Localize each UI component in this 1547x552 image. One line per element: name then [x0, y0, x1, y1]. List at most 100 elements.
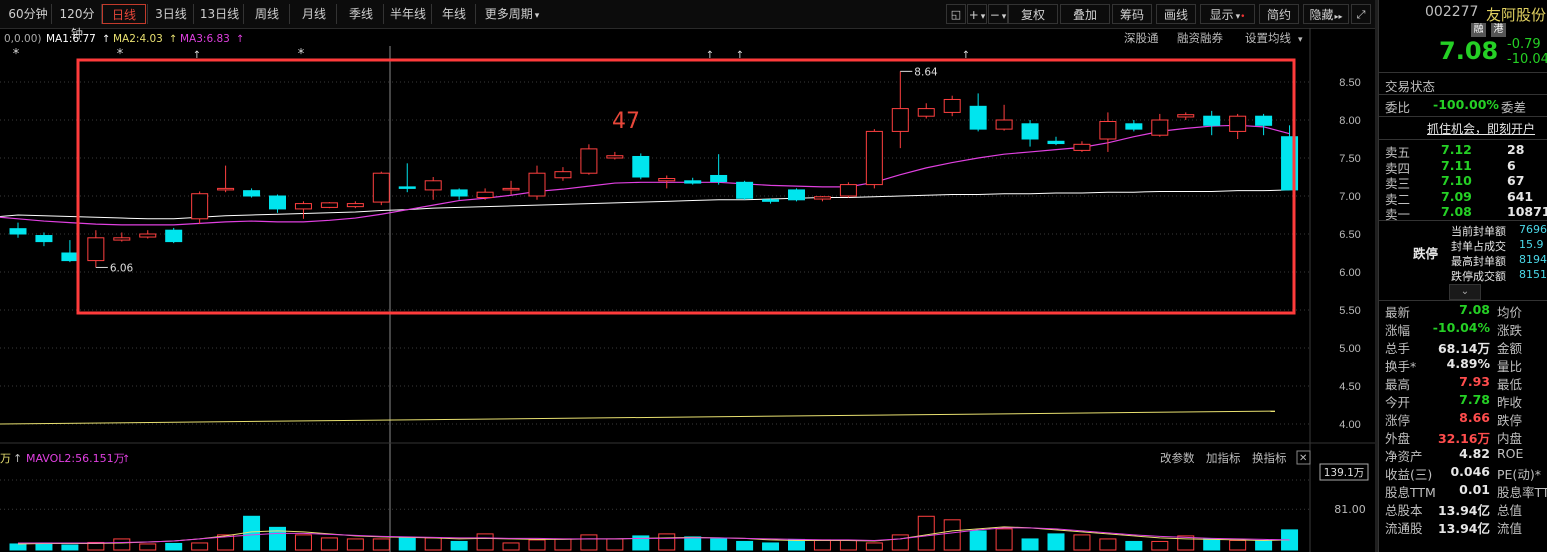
arrow-up-icon: ↑: [122, 454, 130, 465]
candle: [1229, 115, 1247, 132]
price-axis-label: 7.50: [1339, 153, 1360, 165]
volume-bar: [502, 542, 520, 551]
stat-label-2: ROE: [1497, 446, 1524, 461]
expand-icon[interactable]: ⤢: [1351, 4, 1371, 24]
collapse-button[interactable]: ⌄: [1449, 284, 1481, 300]
period-tab-0[interactable]: 60分钟: [8, 7, 48, 21]
price-axis-label: 6.50: [1339, 229, 1360, 241]
tool-button-6[interactable]: 显示 ▾•: [1200, 4, 1255, 24]
volume-bar: [969, 530, 987, 551]
arrow-up-icon: ↑: [169, 34, 177, 45]
tool-button-5[interactable]: 画线: [1156, 4, 1196, 24]
tool-button-8[interactable]: 隐藏▸▸: [1303, 4, 1349, 24]
alert-dot-icon: •: [1240, 12, 1246, 22]
candle: [580, 148, 598, 174]
chart-link-1[interactable]: 融资融券: [1177, 31, 1223, 45]
period-tab-7[interactable]: 季线: [348, 7, 373, 21]
stat-label-2: PE(动)*: [1497, 467, 1541, 482]
period-toolbar: 60分钟 120分钟 日线 3日线 13日线 周线 月线 季线 半年线 年线 更多周期 ▾ ◱ + ▾ − ▾ 复…: [0, 0, 1375, 41]
toolbar-separator: [475, 4, 476, 24]
sell-price: 7.10: [1441, 173, 1472, 188]
sell-row-1: 卖四 7.11 6: [1379, 158, 1547, 176]
tool-label: 筹码: [1119, 8, 1144, 22]
stat-row-9: 收益(三) 0.046 PE(动)*: [1379, 464, 1547, 482]
candle: [1151, 119, 1169, 136]
period-tab-1[interactable]: 120分钟: [59, 7, 95, 41]
tool-button-1[interactable]: − ▾: [988, 4, 1008, 24]
panel-divider[interactable]: [1375, 0, 1378, 552]
limit-down-label: 跌停: [1413, 246, 1439, 261]
candle: [865, 130, 883, 186]
period-tab-8[interactable]: 半年线: [389, 7, 426, 21]
volume-bar: [632, 535, 650, 551]
period-tab-6[interactable]: 月线: [301, 7, 326, 21]
period-tab-5[interactable]: 周线: [254, 7, 279, 21]
volume-bar: [762, 542, 780, 551]
limit-value: 8194: [1519, 253, 1547, 266]
tool-button-0[interactable]: + ▾: [967, 4, 987, 24]
volume-bar: [865, 542, 883, 551]
candle: [1021, 123, 1039, 140]
ma3-legend: MA3:6.83: [180, 33, 230, 45]
volume-bar: [1099, 538, 1117, 551]
stat-label-2: 最低: [1497, 377, 1523, 392]
stat-label-2: 流值: [1497, 521, 1523, 536]
lock-icon[interactable]: ◱: [946, 4, 966, 24]
volume-axis-label: 81.00: [1334, 503, 1366, 516]
volume-link-2[interactable]: 换指标: [1252, 451, 1287, 465]
period-tab-2[interactable]: 日线: [102, 4, 146, 24]
volume-bar: [61, 544, 79, 551]
stat-value: 4.82: [1459, 446, 1490, 461]
period-tab-9[interactable]: 年线: [441, 7, 466, 21]
volume-bar: [658, 533, 676, 551]
period-tab-4[interactable]: 13日线: [199, 7, 240, 21]
arrow-up-icon: ↑: [102, 34, 110, 45]
candle: [139, 233, 157, 238]
weicha-label: 委差: [1501, 100, 1527, 115]
toolbar-separator: [51, 4, 52, 24]
hk-connect-badge: 港: [1491, 23, 1506, 37]
volume-bar: [1125, 540, 1143, 551]
chart-link-2[interactable]: 设置均线: [1245, 31, 1291, 45]
sell-row-4: 卖一 7.08 10871: [1379, 204, 1547, 222]
chart-link-0[interactable]: 深股通: [1124, 31, 1159, 45]
event-star-icon: *: [117, 47, 124, 62]
sell-label: 卖一: [1385, 207, 1411, 222]
high-label: 8.64: [914, 66, 938, 78]
tool-button-7[interactable]: 简约: [1259, 4, 1299, 24]
double-arrow-icon: ▸▸: [1334, 12, 1343, 21]
stat-label: 总手: [1385, 341, 1411, 356]
ma2-legend: MA2:4.03: [113, 33, 163, 45]
toolbar-separator: [243, 4, 244, 24]
event-star-icon: *: [13, 47, 20, 62]
kline-chart-area[interactable]: 8.50 8.00 7.50 7.00 6.50 6.00 5.50 5.00 4.50 4.00…: [0, 28, 1375, 552]
volume-link-1[interactable]: 加指标: [1206, 451, 1241, 465]
tool-button-3[interactable]: 叠加: [1060, 4, 1110, 24]
volume-bar: [1151, 540, 1169, 551]
volume-bar: [995, 528, 1013, 551]
kline-chart-svg[interactable]: 8.50 8.00 7.50 7.00 6.50 6.00 5.50 5.00 4.50 4.00…: [0, 28, 1375, 552]
candle: [1047, 140, 1065, 145]
stat-label: 外盘: [1385, 431, 1411, 446]
volume-link-0[interactable]: 改参数: [1160, 451, 1195, 465]
tool-button-4[interactable]: 筹码: [1112, 4, 1152, 24]
toolbar-separator: [193, 4, 194, 24]
stat-row-8: 净资产 4.82 ROE: [1379, 446, 1547, 464]
candle: [1073, 143, 1091, 151]
close-icon[interactable]: ✕: [1299, 453, 1307, 464]
candle: [113, 237, 131, 241]
sell-label: 卖五: [1385, 145, 1411, 160]
sell-volume: 641: [1507, 188, 1534, 204]
stat-label: 流通股: [1385, 521, 1423, 536]
period-tab-3[interactable]: 3日线: [155, 7, 187, 21]
volume-bar: [943, 519, 961, 551]
open-account-link[interactable]: 抓住机会，即刻开户: [1427, 122, 1536, 136]
candle: [243, 190, 261, 197]
stat-value: 7.93: [1459, 374, 1490, 389]
candle: [502, 187, 520, 191]
tool-button-2[interactable]: 复权: [1008, 4, 1058, 24]
tool-label: 叠加: [1072, 8, 1097, 22]
limit-label: 最高封单额: [1451, 255, 1506, 268]
candle: [917, 108, 935, 117]
period-tab-10[interactable]: 更多周期 ▾: [478, 4, 546, 24]
